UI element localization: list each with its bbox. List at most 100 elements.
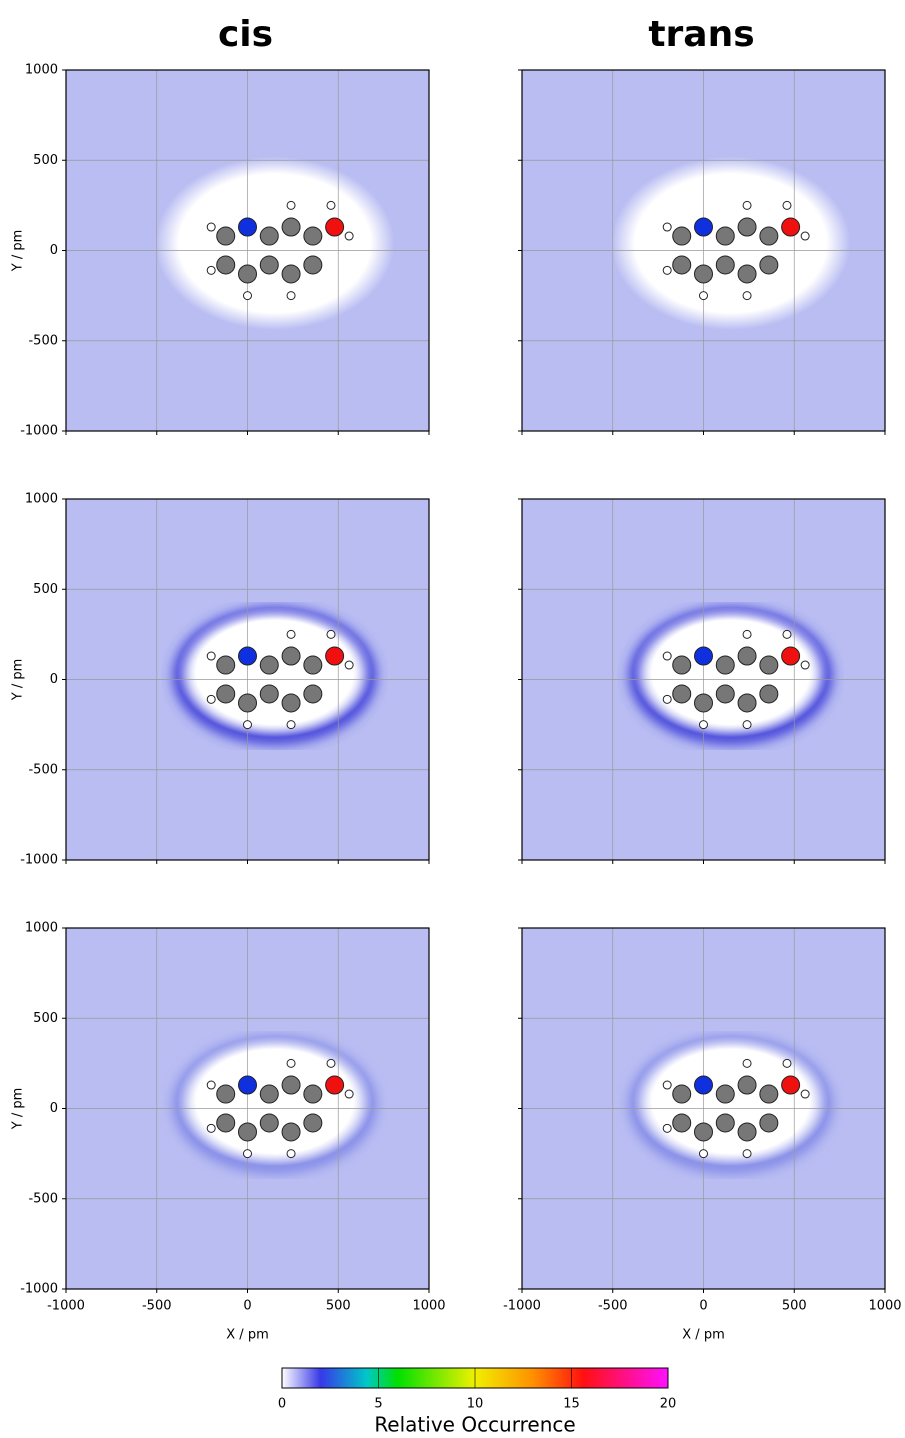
atom [694, 264, 713, 284]
atom [238, 1122, 257, 1142]
y-tick-label: 0 [50, 672, 58, 687]
colorbar-tick-label: 10 [467, 1397, 484, 1412]
atom [694, 1122, 713, 1142]
panel [518, 498, 886, 864]
atom [694, 646, 713, 666]
atom [737, 1075, 757, 1095]
atom [286, 720, 296, 730]
colorbar-tick-label: 0 [278, 1397, 286, 1412]
atom [742, 291, 752, 301]
atom [206, 222, 216, 232]
atom [715, 1084, 735, 1104]
atom [243, 1149, 252, 1159]
atom [243, 720, 252, 730]
y-tick-label: -1000 [20, 1282, 58, 1297]
x-tick-label: -1000 [47, 1299, 85, 1314]
atom [216, 1084, 236, 1104]
atom [699, 291, 708, 301]
atom [303, 684, 323, 704]
x-tick-label: 0 [243, 1299, 251, 1314]
y-tick-label: -500 [28, 1191, 58, 1206]
atom [781, 646, 801, 666]
atom [699, 720, 708, 730]
y-axis-label: Y / pm [11, 230, 26, 273]
atom [216, 226, 236, 246]
atom [344, 1089, 354, 1099]
x-tick-label: -1000 [503, 1299, 541, 1314]
column-title: cis [218, 14, 273, 55]
y-axis-label: Y / pm [11, 1088, 26, 1131]
atom [672, 226, 692, 246]
atom [737, 217, 757, 237]
atom [782, 200, 792, 210]
atom [281, 693, 301, 713]
atom [259, 1113, 279, 1133]
atom [662, 265, 672, 275]
y-tick-label: 1000 [25, 492, 58, 507]
atom [782, 1058, 792, 1068]
x-axis-label: X / pm [226, 1328, 268, 1343]
x-tick-label: 1000 [868, 1299, 901, 1314]
atom [206, 265, 216, 275]
atom [737, 1122, 757, 1142]
atom [216, 684, 236, 704]
atom [206, 651, 216, 661]
atom [206, 1123, 216, 1133]
x-tick-label: 0 [699, 1299, 707, 1314]
atom [662, 651, 672, 661]
atom [238, 693, 257, 713]
atom [800, 1089, 810, 1099]
atom [737, 264, 757, 284]
atom [715, 1113, 735, 1133]
atom [672, 684, 692, 704]
y-tick-label: 0 [50, 243, 58, 258]
y-tick-label: 1000 [25, 921, 58, 936]
atom [344, 231, 354, 241]
panel: -1000 -500 0 500 1000 Y / pm [11, 492, 430, 868]
colorbar-tick-label: 5 [374, 1397, 382, 1412]
y-tick-label: 1000 [25, 63, 58, 78]
y-tick-label: -500 [28, 762, 58, 777]
atom [715, 684, 735, 704]
atom [800, 660, 810, 670]
atom [737, 693, 757, 713]
atom [742, 1149, 752, 1159]
atom [694, 217, 713, 237]
atom [759, 1113, 779, 1133]
atom [672, 1084, 692, 1104]
atom [325, 646, 345, 666]
atom [243, 291, 252, 301]
panel: trans [518, 14, 886, 435]
y-tick-label: -1000 [20, 424, 58, 439]
column-title: trans [648, 14, 754, 55]
atom [216, 255, 236, 275]
x-axis-label: X / pm [682, 1328, 724, 1343]
atom [216, 1113, 236, 1133]
x-tick-label: -500 [598, 1299, 628, 1314]
atom [662, 222, 672, 232]
y-tick-label: 500 [33, 1011, 58, 1026]
atom [694, 1075, 713, 1095]
atom [238, 1075, 257, 1095]
atom [326, 629, 336, 639]
atom [742, 1058, 752, 1068]
atom [672, 1113, 692, 1133]
atom [303, 655, 323, 675]
atom [325, 1075, 345, 1095]
atom [303, 1113, 323, 1133]
colorbar-label: Relative Occurrence [374, 1413, 575, 1437]
atom [742, 200, 752, 210]
atom [206, 694, 216, 704]
y-tick-label: -500 [28, 333, 58, 348]
atom [759, 655, 779, 675]
atom [737, 646, 757, 666]
atom [715, 255, 735, 275]
x-tick-label: 500 [782, 1299, 807, 1314]
atom [259, 684, 279, 704]
atom [259, 255, 279, 275]
atom [303, 1084, 323, 1104]
atom [286, 291, 296, 301]
atom [662, 1123, 672, 1133]
atom [662, 694, 672, 704]
